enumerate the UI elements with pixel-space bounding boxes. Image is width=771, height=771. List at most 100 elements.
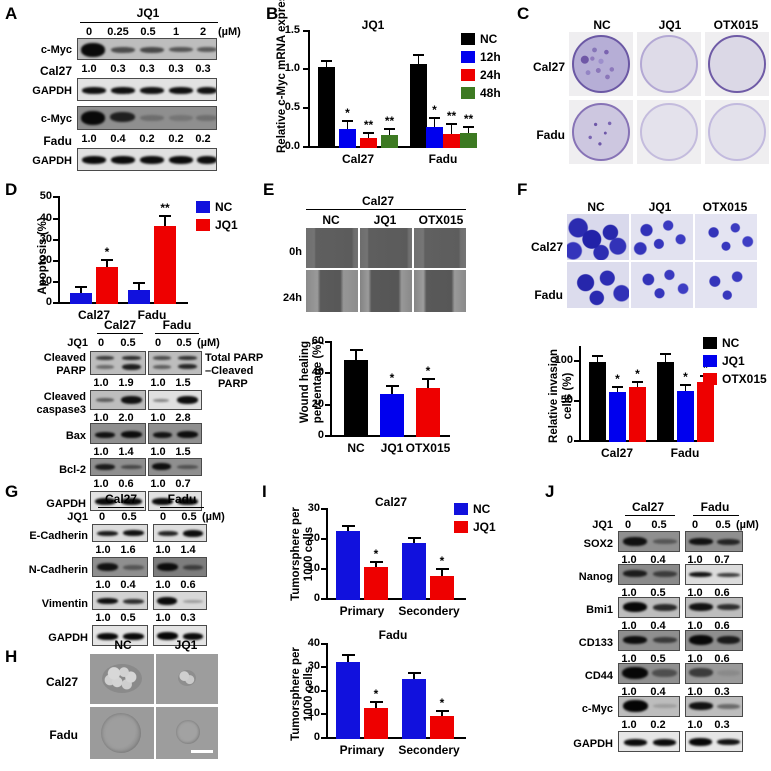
panel-d-err-fadu-jq1 [164,217,166,226]
panel-f-field-cal27-nc [567,214,629,260]
panel-f-sig-cal27-jq1: * [615,372,620,386]
panel-d-errcap-fadu-jq1 [159,215,171,217]
panel-d-blot-rule-cal27 [97,333,143,334]
panel-i-chart2-plot: 0 10 20 30 40 * * Primary Secondery [308,637,466,757]
panel-i-legend-label-jq1: JQ1 [473,520,496,534]
panel-h-row-fadu: Fadu [49,728,78,742]
panel-j-quant-cd133-cal27-0: 1.0 [621,653,637,665]
panel-i-chart2-category-secondery: Secondery [398,743,460,757]
panel-a-cellline-cal27: Cal27 [39,64,72,78]
panel-e-scratch-0h-nc [306,228,358,268]
panel-e-cellline: Cal27 [361,194,395,208]
panel-i-chart2-ticklabel-30: 30 [307,660,320,672]
panel-i-chart2-title: Fadu [378,628,408,642]
panel-i-chart2-tick-30 [321,666,326,668]
panel-d-blot-units: (µM) [197,337,220,349]
panel-g-quant-ecad-fadu-0: 1.0 [155,544,171,556]
panel-d-tick-50 [53,196,58,198]
panel-i-chart1-bar-secondery-jq1 [430,576,454,600]
panel-g-treatment: JQ1 [67,511,88,523]
panel-j-dose-fadu-0: 0 [691,519,699,531]
panel-a-quant-cal27-2: 0.3 [139,63,155,75]
panel-i-chart1-errcap-secondery-jq1 [436,568,449,570]
panel-j-quant-nanog-fadu-1: 0.6 [714,587,730,599]
panel-f-sig-fadu-jq1: * [683,370,688,384]
panel-f-tick-0 [574,440,579,442]
panel-a-quant-fadu-2: 0.2 [139,133,155,145]
panel-g-blot-vimentin-cal27 [92,591,148,610]
panel-j-blot-sox2-fadu [685,531,743,552]
panel-j-cellline-cal27: Cal27 [631,500,665,514]
panel-d-blot-gapdh-cal27 [90,491,146,511]
panel-e-bar-otx015 [416,388,440,437]
panel-g-quant-ncad-cal27-1: 0.4 [120,579,136,591]
panel-f-bar-cal27-nc [589,362,606,442]
panel-f-tick-50 [574,400,579,402]
panel-c-row-fadu: Fadu [536,128,565,142]
panel-f-row-fadu: Fadu [534,288,563,302]
panel-i-chart1-plot: 0 10 20 30 * * Primary Secondery [308,502,466,618]
panel-i-chart2-errcap-secondery-jq1 [436,710,449,712]
panel-a-header-rule [80,22,218,23]
panel-e-category-nc: NC [347,441,365,455]
panel-i-chart1-ticklabel-30: 30 [307,502,320,514]
panel-e-tick-20 [325,404,330,406]
panel-c-well-cal27-jq1 [637,32,701,96]
panel-i-chart1-ticklabel-10: 10 [307,562,320,574]
panel-j-quant-bmi1-cal27-0: 1.0 [621,620,637,632]
panel-a-quant-fadu-3: 0.2 [168,133,184,145]
panel-e-col-otx015: OTX015 [418,213,464,227]
panel-d-y-axis [58,196,60,304]
panel-b-legend-swatch-12h [461,51,475,63]
panel-d-plot: 0 10 20 30 40 50 * ** Cal27 Fadu [40,190,188,322]
panel-g-blot-gapdh-fadu [153,625,207,646]
panel-i-chart2-ticklabel-40: 40 [307,637,320,649]
panel-a-quant-cal27-3: 0.3 [168,63,184,75]
panel-i-chart1-bar-primary-jq1 [364,567,388,600]
panel-f-col-otx015: OTX015 [702,200,748,214]
panel-c-col-otx015: OTX015 [713,18,759,32]
panel-f-ticklabel-50: 50 [560,394,573,406]
panel-g-quant-ncad-fadu-1: 0.6 [180,579,196,591]
panel-d-quant-bcl2-cal27-1: 0.6 [118,478,134,490]
panel-b-ticklabel-3: 1.5 [284,24,300,36]
panel-a-blot-gapdh-cal27 [77,78,217,101]
panel-d-quant-bax-fadu-0: 1.0 [150,446,166,458]
panel-b-sig-cal27-24h: ** [363,118,374,132]
panel-d-quant-bcl2-cal27-0: 1.0 [93,478,109,490]
panel-e-bar-jq1 [380,394,404,437]
panel-i-chart1-tick-20 [321,538,326,540]
panel-d-blot-annotation-cleaved-parp-l2: PARP [218,378,248,390]
panel-d-quant-bcl2-fadu-1: 0.7 [175,478,191,490]
panel-g-blot-ncadherin-fadu [153,557,207,577]
panel-i-chart1-tick-30 [321,508,326,510]
panel-e-scratch-24h-nc [306,270,358,312]
panel-d-quant-parp-fadu-0: 1.0 [150,377,166,389]
panel-f-row-cal27: Cal27 [530,240,563,254]
panel-g-blot-gapdh-cal27 [92,625,148,646]
panel-b-bar-fadu-12h [426,127,443,148]
panel-g-quant-ncad-fadu-0: 1.0 [155,579,171,591]
panel-c-well-fadu-nc [569,100,633,164]
panel-b-legend-swatch-nc [461,33,475,45]
panel-b-errcap-fadu-24h [446,123,457,125]
panel-i-legend-label-nc: NC [473,502,491,516]
panel-d-ticklabel-20: 20 [39,254,52,266]
panel-j-quant-bmi1-cal27-1: 0.4 [650,620,666,632]
panel-a-dose-4: 2 [199,26,207,38]
panel-i-chart2-category-primary: Primary [339,743,385,757]
panel-g-label: G [5,482,19,501]
panel-b-ticklabel-0: 0.0 [284,140,300,152]
panel-b-errcap-fadu-48h [463,126,474,128]
panel-e-err-otx015 [427,380,429,388]
panel-j-quant-nanog-fadu-0: 1.0 [687,587,703,599]
panel-i-chart2-sig-secondery-jq1: * [439,696,445,710]
panel-j-quant-cd44-fadu-0: 1.0 [687,686,703,698]
panel-e-plot: 0 20 40 60 * * NC JQ1 OTX015 [312,335,451,455]
panel-b-legend-label-nc: NC [480,32,498,46]
panel-g-quant-vim-cal27-1: 0.5 [120,612,136,624]
panel-d-blot-dose-cal27-0: 0 [97,337,105,349]
panel-j: J Cal27 Fadu JQ1 0 0.5 0 0.5 (µM) SOX2 1… [513,480,771,771]
panel-d-legend-swatch-jq1 [196,219,210,231]
panel-f-legend-swatch-jq1 [703,355,717,367]
